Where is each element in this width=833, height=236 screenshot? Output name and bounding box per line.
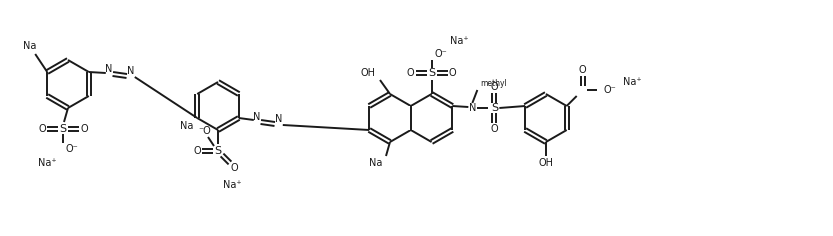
Text: N: N	[469, 103, 476, 113]
Text: Na⁺: Na⁺	[623, 77, 642, 87]
Text: Na⁺: Na⁺	[223, 180, 242, 190]
Text: N: N	[253, 112, 261, 122]
Text: O: O	[407, 68, 414, 78]
Text: S: S	[428, 68, 435, 78]
Text: Na⁺: Na⁺	[37, 158, 57, 168]
Text: O: O	[230, 163, 237, 173]
Text: O⁻: O⁻	[435, 49, 447, 59]
Text: N: N	[127, 66, 134, 76]
Text: S: S	[214, 146, 222, 156]
Text: S: S	[59, 124, 67, 134]
Text: N: N	[105, 64, 112, 74]
Text: O⁻: O⁻	[604, 85, 616, 95]
Text: O: O	[449, 68, 456, 78]
Text: ⁻O: ⁻O	[198, 126, 212, 136]
Text: OH: OH	[538, 158, 553, 168]
Text: O: O	[579, 65, 586, 75]
Text: OH: OH	[361, 68, 376, 78]
Text: O: O	[38, 124, 46, 134]
Text: O: O	[491, 82, 498, 92]
Text: N: N	[275, 114, 282, 124]
Text: methyl: methyl	[481, 80, 507, 88]
Text: O: O	[193, 146, 201, 156]
Text: Na: Na	[22, 41, 36, 51]
Text: S: S	[491, 103, 498, 113]
Text: Na: Na	[369, 158, 382, 168]
Text: Na: Na	[180, 121, 193, 131]
Text: O: O	[491, 124, 498, 134]
Text: O⁻: O⁻	[66, 144, 79, 154]
Text: Na⁺: Na⁺	[451, 36, 469, 46]
Text: O: O	[80, 124, 87, 134]
